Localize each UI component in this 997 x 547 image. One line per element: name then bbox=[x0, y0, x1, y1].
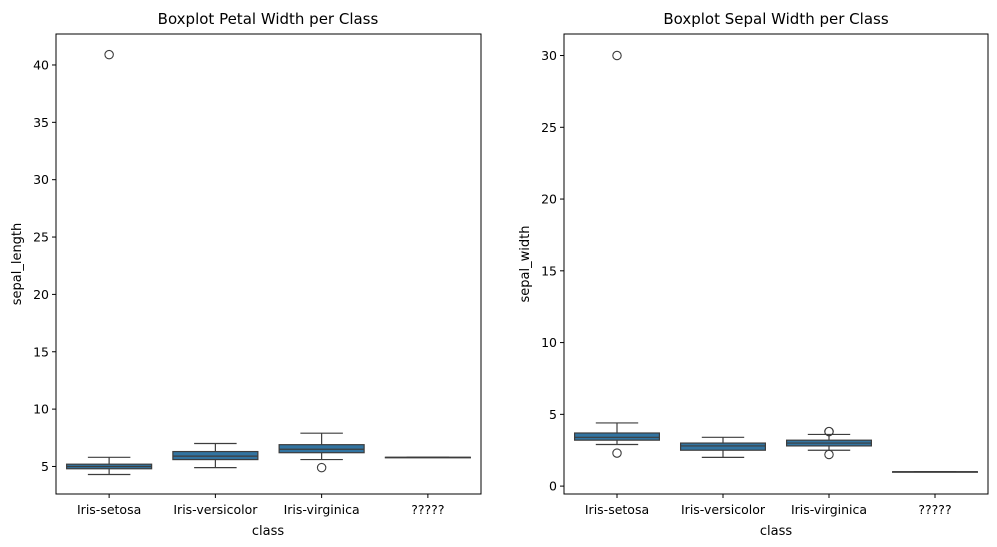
y-tick-label: 30 bbox=[33, 172, 49, 187]
y-tick-label: 15 bbox=[541, 263, 557, 278]
x-tick-label: ????? bbox=[411, 502, 444, 517]
y-tick-label: 40 bbox=[33, 57, 49, 72]
y-tick-label: 35 bbox=[33, 115, 49, 130]
x-axis-label: class bbox=[760, 524, 792, 539]
y-tick-label: 30 bbox=[541, 48, 557, 63]
y-axis-label: sepal_width bbox=[518, 226, 533, 303]
y-tick-label: 20 bbox=[541, 192, 557, 207]
y-tick-label: 25 bbox=[33, 230, 49, 245]
x-tick-label: Iris-versicolor bbox=[681, 502, 766, 517]
y-tick-label: 10 bbox=[33, 402, 49, 417]
y-tick-label: 25 bbox=[541, 120, 557, 135]
chart-title: Boxplot Sepal Width per Class bbox=[663, 10, 888, 28]
x-axis-label: class bbox=[252, 524, 284, 539]
y-axis-label: sepal_length bbox=[10, 223, 25, 306]
x-tick-label: Iris-virginica bbox=[791, 502, 867, 517]
x-tick-label: ????? bbox=[918, 502, 951, 517]
y-tick-label: 10 bbox=[541, 335, 557, 350]
y-tick-label: 0 bbox=[549, 479, 557, 494]
y-tick-label: 15 bbox=[33, 344, 49, 359]
x-tick-label: Iris-versicolor bbox=[173, 502, 258, 517]
x-tick-label: Iris-setosa bbox=[77, 502, 141, 517]
y-tick-label: 20 bbox=[33, 287, 49, 302]
x-tick-label: Iris-virginica bbox=[284, 502, 360, 517]
box-iqr bbox=[681, 443, 766, 450]
y-tick-label: 5 bbox=[41, 459, 49, 474]
box-iqr bbox=[575, 433, 660, 440]
x-tick-label: Iris-setosa bbox=[585, 502, 649, 517]
y-tick-label: 5 bbox=[549, 407, 557, 422]
chart-title: Boxplot Petal Width per Class bbox=[158, 10, 379, 28]
